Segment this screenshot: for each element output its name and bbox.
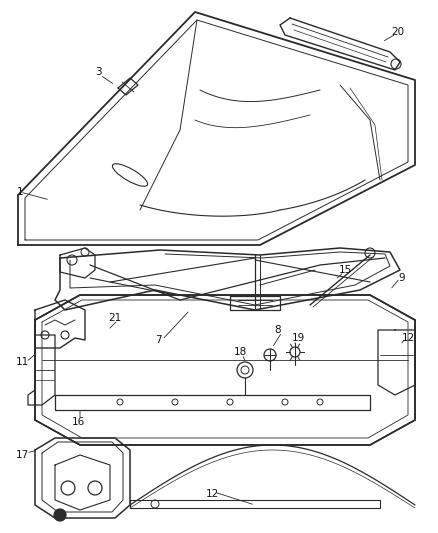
Text: 12: 12 — [401, 333, 415, 343]
Text: 21: 21 — [108, 313, 122, 323]
Text: 3: 3 — [95, 67, 101, 77]
Text: 12: 12 — [205, 489, 219, 499]
Text: 1: 1 — [17, 187, 23, 197]
Text: 19: 19 — [291, 333, 304, 343]
Text: 7: 7 — [155, 335, 161, 345]
Text: 11: 11 — [15, 357, 28, 367]
Circle shape — [54, 509, 66, 521]
Text: 15: 15 — [339, 265, 352, 275]
Text: 16: 16 — [71, 417, 85, 427]
Text: 18: 18 — [233, 347, 247, 357]
Text: 17: 17 — [15, 450, 28, 460]
Text: 8: 8 — [275, 325, 281, 335]
Text: 9: 9 — [399, 273, 405, 283]
Text: 20: 20 — [392, 27, 405, 37]
